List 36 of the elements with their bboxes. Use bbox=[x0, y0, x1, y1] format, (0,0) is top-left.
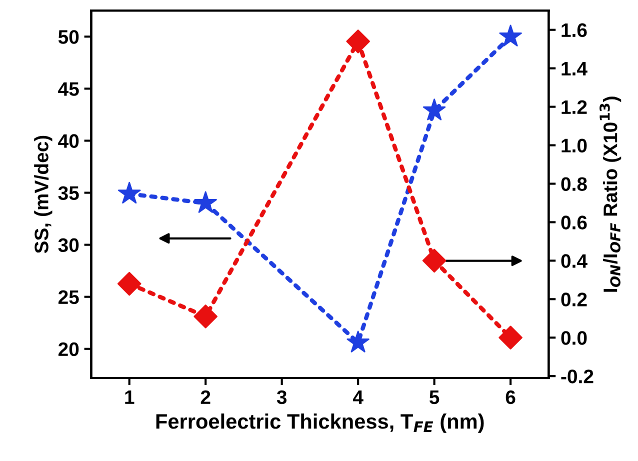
y2-tick-label: 1.4 bbox=[562, 62, 588, 76]
x-tick-label: 5 bbox=[430, 390, 440, 404]
point bbox=[117, 272, 142, 296]
y2-axis-title: I$_{ON}$/I$_{OFF}$ Ratio (X10$^{13}$) bbox=[600, 96, 622, 292]
y2-tick-label: 0.2 bbox=[561, 292, 587, 306]
y-tick-label: 20 bbox=[58, 342, 79, 356]
point bbox=[346, 330, 370, 352]
x-axis-title: Ferroelectric Thickness, T$_{FE}$ (nm) bbox=[156, 414, 484, 433]
point bbox=[422, 98, 446, 120]
y2-tick-label: 0.4 bbox=[561, 254, 588, 268]
x-tick-label: 3 bbox=[276, 390, 287, 404]
y2-tick-label: 1.0 bbox=[562, 138, 587, 152]
y-tick-label: 40 bbox=[58, 134, 79, 148]
x-tick-label: 1 bbox=[125, 390, 134, 404]
y2-tick-label: 1.6 bbox=[562, 23, 587, 38]
y-axis-title: SS, (mV/dec) bbox=[34, 136, 52, 254]
point bbox=[194, 304, 218, 328]
y-tick-label: 30 bbox=[58, 238, 79, 252]
y2-tick-label: 0.8 bbox=[561, 177, 587, 191]
x-tick-label: 4 bbox=[352, 390, 364, 404]
point bbox=[346, 29, 370, 54]
y-tick-label: 50 bbox=[58, 30, 79, 44]
point bbox=[499, 24, 522, 46]
point bbox=[194, 191, 217, 213]
point bbox=[118, 182, 141, 204]
x-tick-label: 2 bbox=[200, 390, 210, 404]
y2-tick-label: 0.6 bbox=[561, 216, 587, 230]
y2-tick-label: 1.2 bbox=[562, 100, 587, 114]
point bbox=[422, 248, 446, 273]
x-tick-label: 6 bbox=[506, 390, 516, 404]
y2-tick-label: -0.2 bbox=[561, 370, 594, 384]
y2-tick-label: 0.0 bbox=[561, 331, 587, 345]
point bbox=[498, 326, 522, 350]
y-tick-label: 35 bbox=[58, 186, 79, 200]
y-tick-label: 45 bbox=[58, 82, 79, 96]
y-tick-label: 25 bbox=[58, 290, 79, 304]
